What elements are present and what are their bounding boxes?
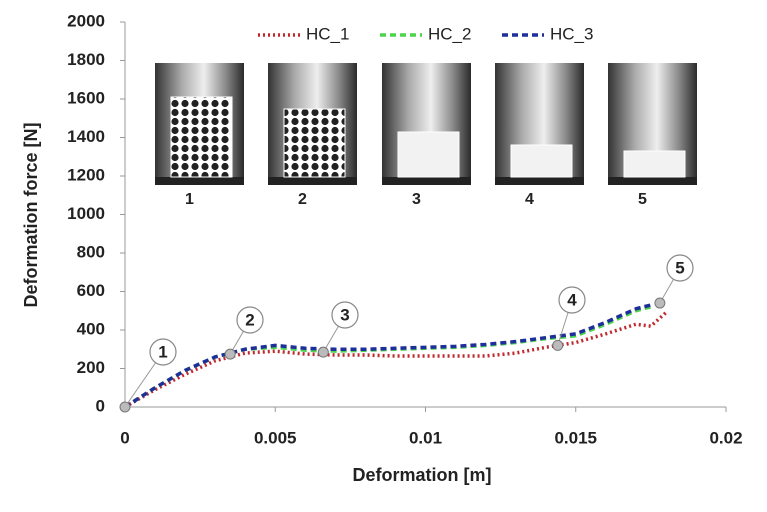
inset-shadow bbox=[495, 177, 584, 185]
lattice bbox=[623, 150, 686, 178]
y-tick-label: 1800 bbox=[67, 50, 105, 69]
y-tick-label: 2000 bbox=[67, 11, 105, 30]
callout-bubble bbox=[149, 338, 177, 366]
series-line bbox=[124, 303, 652, 409]
inset-label: 2 bbox=[298, 191, 307, 208]
series-line bbox=[124, 311, 668, 409]
y-tick-label: 1200 bbox=[67, 165, 105, 184]
callout-bubble bbox=[236, 306, 264, 334]
y-tick-label: 400 bbox=[77, 319, 105, 338]
callout-bubble bbox=[558, 286, 586, 314]
callout-bubble bbox=[331, 301, 359, 329]
x-axis-title: Deformation [m] bbox=[353, 465, 492, 485]
x-tick-label: 0 bbox=[120, 428, 129, 447]
callout-label: 2 bbox=[245, 310, 254, 329]
y-tick-label: 1600 bbox=[67, 88, 105, 107]
x-tick-label: 0.015 bbox=[554, 428, 597, 447]
inset-label: 5 bbox=[638, 191, 647, 208]
inset-shadow bbox=[268, 177, 357, 185]
x-tick-label: 0.01 bbox=[409, 428, 442, 447]
inset-shadow bbox=[608, 177, 697, 185]
inset-label: 1 bbox=[185, 191, 194, 208]
legend-label: HC_2 bbox=[428, 24, 471, 43]
x-tick-label: 0.02 bbox=[709, 428, 742, 447]
inset-label: 4 bbox=[525, 191, 534, 208]
callout-label: 1 bbox=[158, 342, 167, 361]
y-tick-label: 1000 bbox=[67, 204, 105, 223]
inset-shadow bbox=[382, 177, 471, 185]
legend-label: HC_1 bbox=[306, 24, 349, 43]
y-tick-label: 800 bbox=[77, 242, 105, 261]
callout-point bbox=[654, 297, 666, 309]
x-tick-label: 0.005 bbox=[254, 428, 297, 447]
y-tick-label: 600 bbox=[77, 281, 105, 300]
y-tick-label: 1400 bbox=[67, 127, 105, 146]
callout-label: 4 bbox=[567, 290, 577, 309]
y-tick-label: 0 bbox=[96, 396, 105, 415]
y-axis-title: Deformation force [N] bbox=[21, 122, 41, 307]
inset-label: 3 bbox=[412, 191, 421, 208]
callout-point bbox=[119, 401, 131, 413]
legend-label: HC_3 bbox=[550, 24, 593, 43]
lattice bbox=[170, 96, 233, 178]
callout-point bbox=[317, 346, 329, 358]
lattice bbox=[397, 131, 460, 178]
y-tick-label: 200 bbox=[77, 358, 105, 377]
callout-point bbox=[224, 348, 236, 360]
callout-label: 3 bbox=[340, 305, 349, 324]
callout-point bbox=[552, 339, 564, 351]
lattice bbox=[510, 144, 573, 178]
inset-shadow bbox=[155, 177, 244, 185]
callout-bubble bbox=[666, 254, 694, 282]
callout-label: 5 bbox=[675, 258, 684, 277]
lattice bbox=[283, 108, 346, 178]
